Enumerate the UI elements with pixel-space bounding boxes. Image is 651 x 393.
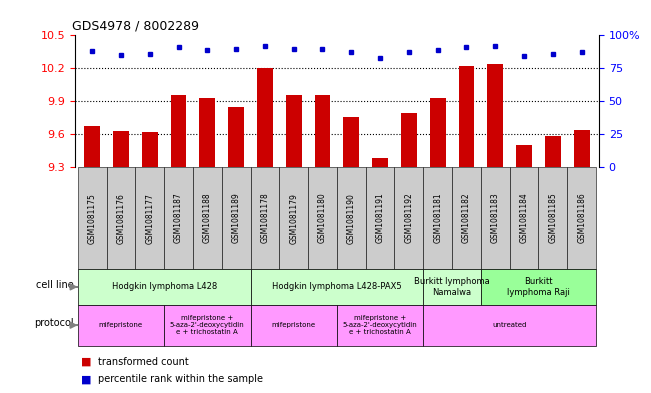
Bar [545,136,561,167]
Bar [77,167,107,269]
Bar [372,158,388,167]
Bar [423,269,481,305]
Text: GSM1081191: GSM1081191 [376,193,385,244]
Bar [135,167,164,269]
Bar [366,167,395,269]
Text: cell line: cell line [36,280,74,290]
Text: GSM1081185: GSM1081185 [548,193,557,244]
Text: protocol: protocol [34,318,74,328]
Text: untreated: untreated [492,322,527,328]
Bar [113,131,129,167]
Text: Hodgkin lymphoma L428: Hodgkin lymphoma L428 [111,283,217,291]
Bar [308,167,337,269]
Bar [516,145,532,167]
Bar [458,66,475,167]
Bar [481,167,510,269]
Text: mifepristone +
5-aza-2'-deoxycytidin
e + trichostatin A: mifepristone + 5-aza-2'-deoxycytidin e +… [170,315,245,335]
Bar [77,305,164,346]
Bar [164,305,251,346]
Bar [193,167,222,269]
Bar [314,95,331,167]
Bar [395,167,423,269]
Text: GSM1081181: GSM1081181 [433,193,442,243]
Bar [171,95,186,167]
Bar [452,167,481,269]
Bar [510,167,538,269]
Text: GSM1081188: GSM1081188 [203,193,212,243]
Text: ■: ■ [81,374,92,384]
Bar [251,269,423,305]
Bar [343,117,359,167]
Bar [430,98,445,167]
Bar [164,167,193,269]
Text: GSM1081178: GSM1081178 [260,193,270,244]
Text: GSM1081192: GSM1081192 [404,193,413,244]
Bar [257,68,273,167]
Text: ■: ■ [81,356,92,367]
Text: GSM1081176: GSM1081176 [117,193,126,244]
Text: GSM1081184: GSM1081184 [519,193,529,244]
Bar [423,305,596,346]
Text: transformed count: transformed count [98,356,188,367]
Text: mifepristone: mifepristone [99,322,143,328]
Text: GSM1081186: GSM1081186 [577,193,586,244]
Bar [199,98,215,167]
Text: Burkitt lymphoma
Namalwa: Burkitt lymphoma Namalwa [414,277,490,297]
Text: GSM1081179: GSM1081179 [289,193,298,244]
Text: GSM1081182: GSM1081182 [462,193,471,243]
Bar [77,269,251,305]
Text: mifepristone +
5-aza-2'-deoxycytidin
e + trichostatin A: mifepristone + 5-aza-2'-deoxycytidin e +… [342,315,417,335]
Text: Hodgkin lymphoma L428-PAX5: Hodgkin lymphoma L428-PAX5 [272,283,402,291]
Text: GSM1081190: GSM1081190 [347,193,356,244]
Bar [401,113,417,167]
Bar [337,305,423,346]
Bar [481,269,596,305]
Bar [538,167,567,269]
Text: GSM1081189: GSM1081189 [232,193,241,244]
Text: GSM1081175: GSM1081175 [88,193,96,244]
Bar [107,167,135,269]
Bar [229,107,244,167]
Bar [251,167,279,269]
Text: GSM1081187: GSM1081187 [174,193,183,244]
Bar [423,167,452,269]
Bar [574,130,590,167]
Text: GSM1081183: GSM1081183 [491,193,500,244]
Bar [84,127,100,167]
Bar [279,167,308,269]
Bar [251,305,337,346]
Text: GSM1081180: GSM1081180 [318,193,327,244]
Bar [286,95,301,167]
Text: percentile rank within the sample: percentile rank within the sample [98,374,262,384]
Bar [337,167,366,269]
Text: GSM1081177: GSM1081177 [145,193,154,244]
Text: Burkitt
lymphoma Raji: Burkitt lymphoma Raji [507,277,570,297]
Text: mifepristone: mifepristone [271,322,316,328]
Bar [142,132,158,167]
Bar [567,167,596,269]
Text: GDS4978 / 8002289: GDS4978 / 8002289 [72,20,199,33]
Bar [222,167,251,269]
Bar [488,64,503,167]
